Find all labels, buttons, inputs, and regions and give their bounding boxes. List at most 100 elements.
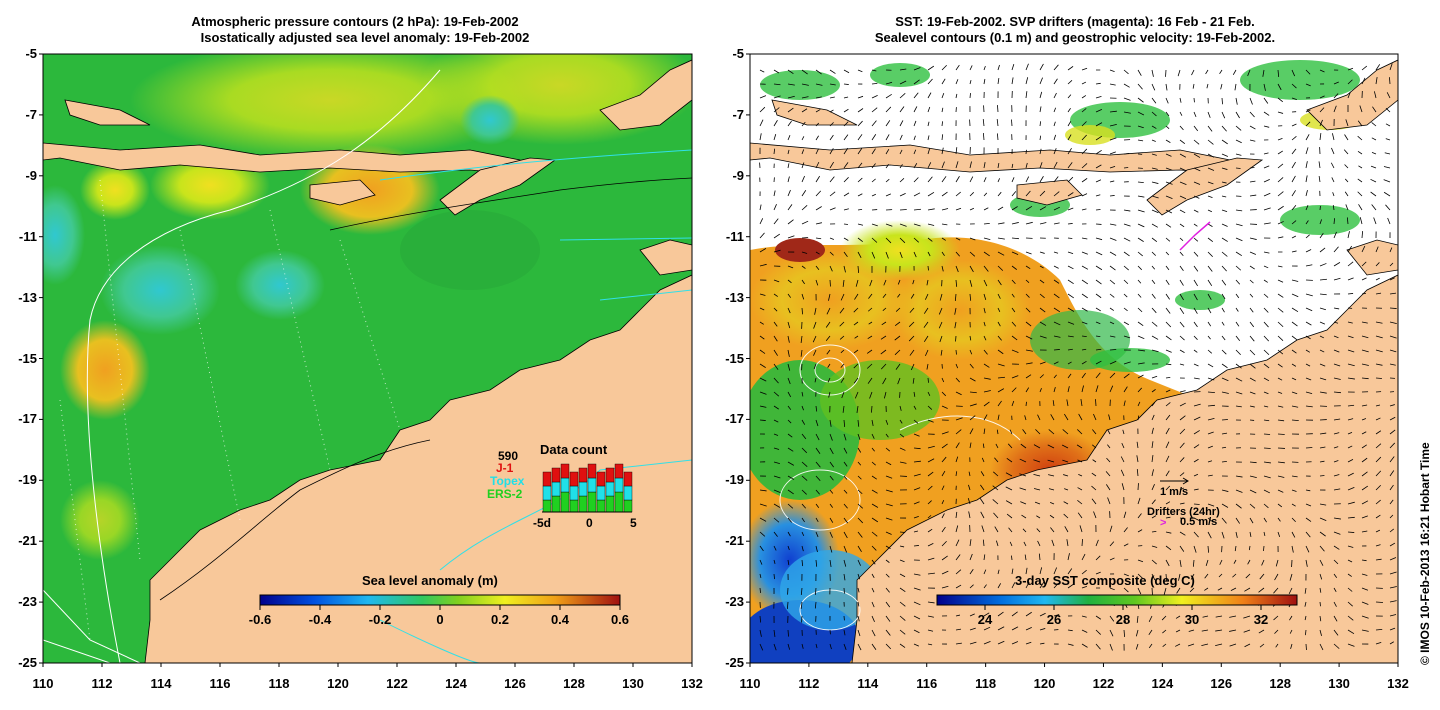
velocity-vector [1193,488,1199,491]
velocity-vector [1347,418,1354,421]
velocity-vector [843,545,848,553]
velocity-vector [1277,265,1283,268]
velocity-vector [1274,629,1279,634]
velocity-vector [1357,120,1363,127]
velocity-vector [1291,531,1296,538]
velocity-vector [913,192,921,197]
velocity-vector [1248,545,1251,551]
velocity-vector [1371,152,1377,155]
velocity-vector [1077,499,1083,505]
velocity-vector [927,223,935,226]
velocity-vector [1275,559,1279,567]
left-colorbar-title: Sea level anomaly (m) [362,573,498,588]
data-count-bar [569,485,579,501]
velocity-vector [926,363,929,370]
velocity-vector [1095,555,1101,561]
velocity-vector [1305,109,1311,113]
velocity-vector [1333,418,1341,421]
velocity-vector [1062,459,1069,463]
velocity-vector [983,414,988,421]
velocity-vector [1249,517,1254,524]
velocity-vector [787,559,790,566]
velocity-vector [899,106,905,113]
velocity-vector [1249,293,1254,298]
velocity-vector [1193,265,1199,272]
velocity-vector [927,251,931,257]
velocity-vector [969,442,972,449]
velocity-vector [1205,559,1209,567]
velocity-vector [801,204,808,211]
velocity-vector [983,307,986,314]
velocity-vector [1319,446,1326,449]
velocity-vector [1235,489,1243,493]
velocity-vector [857,447,862,453]
velocity-vector [885,447,891,452]
lon-tick-label: 114 [857,676,879,691]
velocity-vector [815,643,818,649]
velocity-vector [1233,559,1237,564]
velocity-vector [829,433,833,441]
velocity-vector [1215,615,1223,618]
velocity-vector [1319,219,1323,225]
velocity-vector [1249,391,1256,395]
velocity-vector [1375,430,1382,435]
velocity-vector [1291,349,1297,354]
velocity-vector [801,433,807,440]
velocity-vector [1148,643,1153,649]
velocity-vector [871,629,876,637]
velocity-vector [1093,413,1097,421]
velocity-vector [1039,265,1044,269]
velocity-vector [1277,531,1281,538]
velocity-vector [1151,293,1156,299]
velocity-vector [1347,321,1353,324]
velocity-vector [983,321,986,327]
velocity-vector [1249,405,1255,408]
velocity-vector [1291,235,1297,239]
velocity-vector [815,161,820,169]
velocity-vector [1067,307,1075,312]
velocity-vector [1123,321,1129,326]
velocity-vector [941,485,945,491]
velocity-vector [1053,64,1059,71]
data-count-bar [614,477,624,493]
velocity-vector [969,539,972,547]
velocity-vector [829,461,834,468]
velocity-vector [1204,573,1209,579]
velocity-vector [843,475,848,480]
velocity-vector [787,163,790,169]
velocity-vector [1277,307,1284,313]
velocity-vector [1249,97,1253,105]
velocity-vector [1165,167,1173,171]
velocity-vector [885,517,893,521]
velocity-vector [1319,432,1327,435]
velocity-vector [1305,349,1311,353]
velocity-vector [1249,363,1256,369]
velocity-vector [1109,83,1116,86]
velocity-vector [1358,204,1363,211]
velocity-vector [1305,293,1313,297]
velocity-vector [1333,488,1341,491]
velocity-vector [867,377,873,384]
velocity-vector [1095,399,1097,407]
velocity-vector [1095,149,1102,155]
velocity-vector [871,475,877,480]
velocity-vector [1361,471,1368,477]
velocity-vector [1243,615,1251,619]
velocity-vector [1151,455,1154,463]
drifter-speed-label: 0.5 m/s [1180,516,1217,528]
velocity-vector [1347,432,1353,435]
velocity-vector [1221,237,1228,242]
velocity-vector [899,251,903,259]
velocity-vector [773,489,781,494]
velocity-vector [829,545,833,553]
velocity-vector [1319,363,1326,367]
velocity-vector [787,629,789,637]
velocity-vector [1137,349,1145,352]
velocity-vector [955,642,962,645]
velocity-vector [1179,153,1187,158]
velocity-vector [1137,97,1144,103]
velocity-vector [1207,404,1215,407]
velocity-vector [955,363,959,369]
velocity-vector [857,120,863,127]
